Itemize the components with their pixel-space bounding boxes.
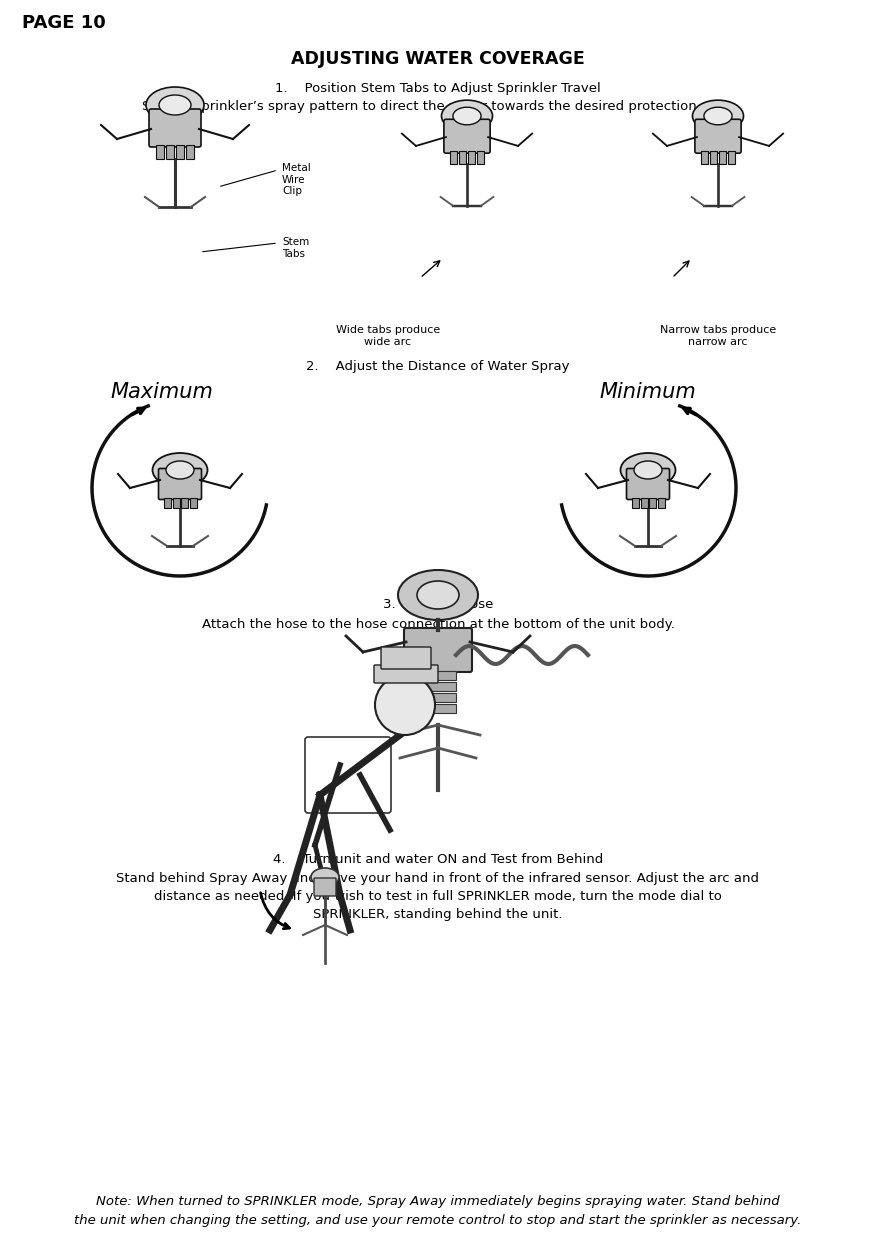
Bar: [450, 151, 457, 163]
Bar: [420, 705, 456, 713]
Ellipse shape: [417, 581, 459, 609]
Bar: [710, 151, 717, 163]
Ellipse shape: [634, 461, 662, 479]
Text: the unit when changing the setting, and use your remote control to stop and star: the unit when changing the setting, and …: [75, 1215, 802, 1227]
Bar: [658, 498, 665, 508]
Text: PAGE 10: PAGE 10: [22, 14, 106, 32]
Circle shape: [375, 675, 435, 734]
Bar: [719, 151, 726, 163]
Text: Set the sprinkler’s spray pattern to direct the water towards the desired protec: Set the sprinkler’s spray pattern to dir…: [141, 100, 734, 113]
FancyBboxPatch shape: [626, 469, 669, 500]
Bar: [702, 151, 709, 163]
FancyBboxPatch shape: [314, 878, 336, 897]
Bar: [181, 498, 188, 508]
Bar: [156, 145, 164, 160]
Ellipse shape: [398, 570, 478, 620]
Text: Maximum: Maximum: [111, 382, 213, 402]
Ellipse shape: [146, 87, 204, 123]
FancyBboxPatch shape: [149, 108, 201, 147]
Ellipse shape: [693, 100, 744, 132]
Bar: [468, 151, 475, 163]
Text: Wide tabs produce
wide arc: Wide tabs produce wide arc: [336, 325, 440, 347]
Ellipse shape: [453, 107, 481, 125]
Bar: [459, 151, 466, 163]
Bar: [173, 498, 180, 508]
FancyBboxPatch shape: [159, 469, 202, 500]
Text: Stem
Tabs: Stem Tabs: [282, 237, 310, 258]
Bar: [420, 682, 456, 691]
FancyBboxPatch shape: [374, 665, 438, 683]
Ellipse shape: [159, 95, 191, 115]
Bar: [477, 151, 484, 163]
Text: distance as needed. If you wish to test in full SPRINKLER mode, turn the mode di: distance as needed. If you wish to test …: [154, 890, 722, 903]
Text: 4.    Turn unit and water ON and Test from Behind: 4. Turn unit and water ON and Test from …: [273, 853, 603, 865]
Bar: [186, 145, 194, 160]
Text: SPRINKLER, standing behind the unit.: SPRINKLER, standing behind the unit.: [313, 908, 563, 922]
FancyBboxPatch shape: [404, 628, 472, 672]
Ellipse shape: [153, 453, 208, 488]
Text: Metal
Wire
Clip: Metal Wire Clip: [282, 163, 310, 196]
Ellipse shape: [311, 868, 339, 887]
Bar: [648, 498, 655, 508]
Bar: [420, 671, 456, 680]
Ellipse shape: [441, 100, 493, 132]
Text: 3.    Attach Hose: 3. Attach Hose: [383, 599, 493, 611]
Bar: [728, 151, 735, 163]
Text: 2.    Adjust the Distance of Water Spray: 2. Adjust the Distance of Water Spray: [306, 360, 570, 373]
Text: Minimum: Minimum: [600, 382, 696, 402]
Bar: [176, 145, 184, 160]
Text: Note: When turned to SPRINKLER mode, Spray Away immediately begins spraying wate: Note: When turned to SPRINKLER mode, Spr…: [96, 1195, 780, 1208]
FancyBboxPatch shape: [381, 647, 431, 668]
FancyBboxPatch shape: [695, 120, 741, 153]
Text: Stand behind Spray Away and wave your hand in front of the infrared sensor. Adju: Stand behind Spray Away and wave your ha…: [117, 872, 759, 885]
Bar: [189, 498, 196, 508]
Bar: [420, 693, 456, 702]
FancyBboxPatch shape: [444, 120, 490, 153]
Bar: [631, 498, 638, 508]
Ellipse shape: [704, 107, 732, 125]
Ellipse shape: [166, 461, 194, 479]
Text: ADJUSTING WATER COVERAGE: ADJUSTING WATER COVERAGE: [291, 50, 585, 69]
Bar: [640, 498, 647, 508]
Text: Attach the hose to the hose connection at the bottom of the unit body.: Attach the hose to the hose connection a…: [202, 619, 674, 631]
Text: 1.    Position Stem Tabs to Adjust Sprinkler Travel: 1. Position Stem Tabs to Adjust Sprinkle…: [275, 82, 601, 95]
Bar: [166, 145, 174, 160]
Ellipse shape: [621, 453, 675, 488]
Bar: [163, 498, 170, 508]
Text: Narrow tabs produce
narrow arc: Narrow tabs produce narrow arc: [660, 325, 776, 347]
